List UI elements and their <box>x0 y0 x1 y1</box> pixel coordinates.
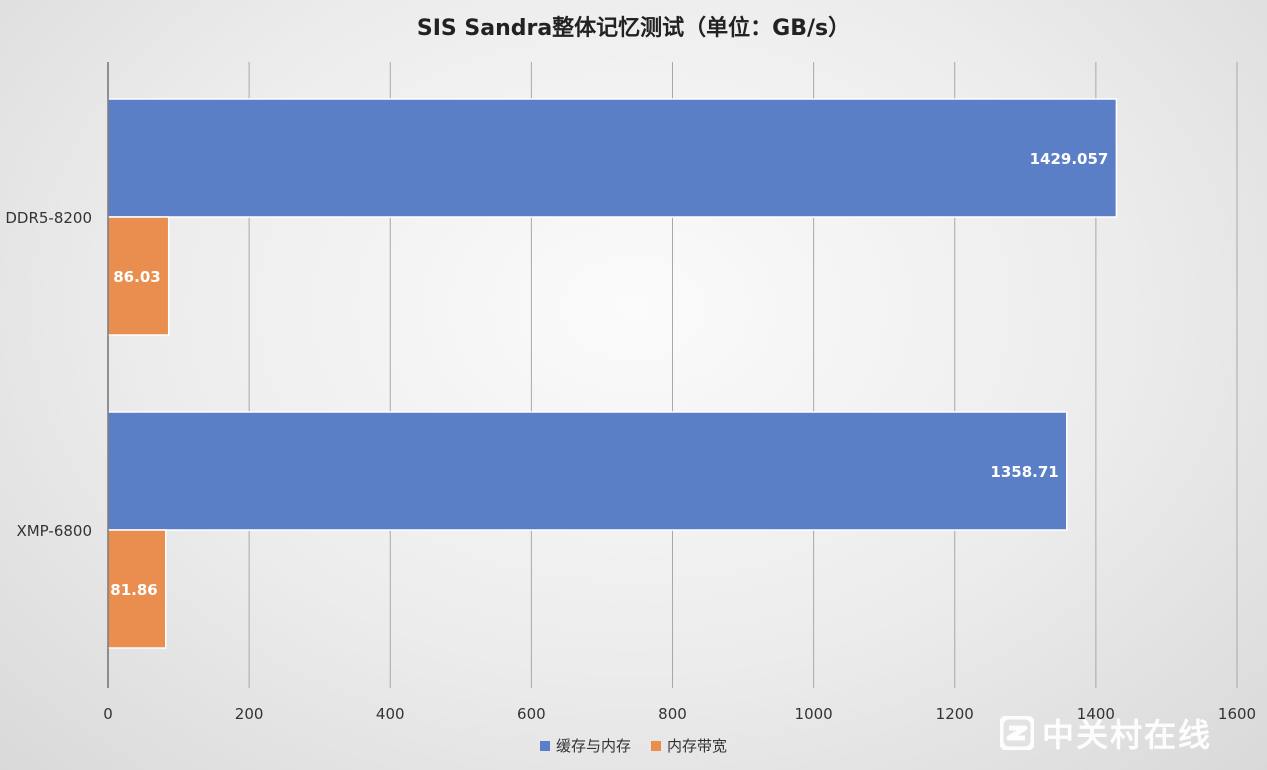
x-tick-label-200: 200 <box>235 705 264 723</box>
bar-0-1 <box>107 216 170 336</box>
data-label-0-0: 1429.057 <box>1030 150 1109 168</box>
legend-item-cache-memory: 缓存与内存 <box>539 735 631 756</box>
y-category-label-1: XMP-6800 <box>16 522 92 540</box>
watermark-text: 中关村在线 <box>1042 716 1213 754</box>
data-label-1-0: 1358.71 <box>990 463 1058 481</box>
x-tick-label-1600: 1600 <box>1218 705 1256 723</box>
chart-title: SIS Sandra整体记忆测试（单位：GB/s） <box>416 16 851 41</box>
data-labels: 1429.057 86.03 1358.71 81.86 <box>110 150 1108 599</box>
x-tick-label-800: 800 <box>658 705 687 723</box>
x-tick-label-1400: 1400 <box>1077 705 1115 723</box>
legend-swatch-cache-memory <box>539 740 550 751</box>
x-tick-label-0: 0 <box>103 705 113 723</box>
legend-label-cache-memory: 缓存与内存 <box>555 737 631 755</box>
x-tick-label-600: 600 <box>517 705 546 723</box>
y-category-label-0: DDR5-8200 <box>5 209 92 227</box>
bar-0-0 <box>107 98 1118 218</box>
x-tick-label-1000: 1000 <box>795 705 833 723</box>
data-label-1-1: 81.86 <box>110 581 157 599</box>
bars <box>107 98 1118 649</box>
axes: 0 200 400 600 800 1000 1200 1400 1600 DDR5-8200 XM… <box>5 62 1256 723</box>
watermark: 中关村在线 <box>1000 710 1212 756</box>
data-label-0-1: 86.03 <box>113 268 160 286</box>
bar-1-0 <box>107 411 1068 531</box>
legend-swatch-memory-bandwidth <box>651 740 661 751</box>
legend-label-memory-bandwidth: 内存带宽 <box>667 737 728 755</box>
x-tick-label-1200: 1200 <box>936 705 974 723</box>
legend: 缓存与内存 内存带宽 <box>0 735 1267 756</box>
zol-logo-icon <box>1000 716 1034 750</box>
legend-item-memory-bandwidth: 内存带宽 <box>651 735 727 756</box>
bar-1-1 <box>107 529 167 649</box>
x-tick-label-400: 400 <box>376 705 405 723</box>
